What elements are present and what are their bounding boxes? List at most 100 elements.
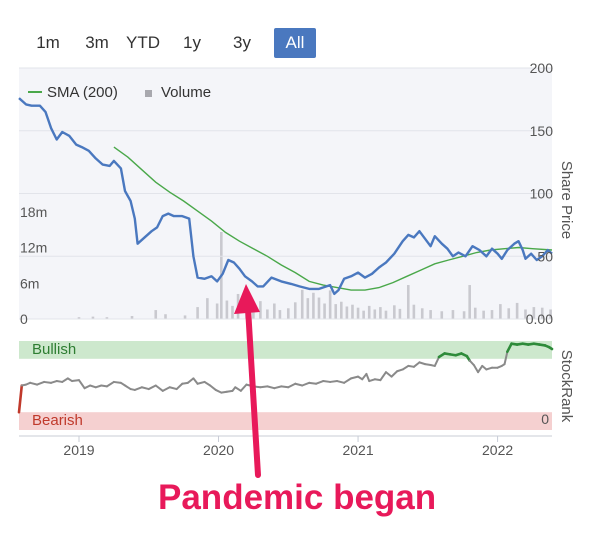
volume-bar [340,301,343,319]
volume-bar [259,301,262,319]
bullish-band-label: Bullish [32,341,76,358]
volume-bar [367,305,371,319]
range-selector: 1m 3m YTD 1y 3y All [24,28,316,58]
volume-bar [215,303,219,319]
stockrank-segment [140,386,150,391]
range-button-all[interactable]: All [274,28,316,58]
sma-legend-label: SMA (200) [47,84,118,101]
volume-bar [379,307,382,319]
stockrank-segment [287,382,297,389]
price-series [18,97,553,296]
stockrank-segment [147,384,157,391]
stockrank-segment [196,380,206,385]
x-tick-label: 2022 [482,442,513,458]
volume-bar [286,308,290,319]
share-price-line [18,97,553,296]
stockrank-segment [433,356,440,367]
volume-bar [196,307,199,319]
stockrank-segment [472,364,480,374]
volume-bar [206,298,209,319]
volume-bar [462,311,466,319]
volume-bar [154,310,158,319]
stockrank-segment [384,371,393,378]
stockrank-segment [124,384,132,391]
volume-bar [77,317,81,319]
volume-bar [356,307,360,319]
volume-bar [373,309,377,319]
stockrank-segment [379,371,387,382]
range-button-1m[interactable]: 1m [36,33,60,52]
volume-bar [266,309,269,319]
volume-bar [440,311,444,319]
stockrank-segment [301,381,311,387]
stockrank-segment [390,370,399,378]
stockrank-axis-title: StockRank [558,350,575,423]
stockrank-segment [503,350,509,366]
volume-bar [300,289,304,319]
volume-bar [499,304,502,319]
price-tick-label: 200 [530,60,554,76]
range-button-1y[interactable]: 1y [183,33,201,52]
stockrank-segment [192,377,199,385]
range-button-3m[interactable]: 3m [85,33,109,52]
range-button-3y[interactable]: 3y [233,33,251,52]
volume-bar [490,310,494,319]
stockrank-segment [280,385,290,389]
stockrank-segment [329,380,339,383]
bearish-band-label: Bearish [32,412,83,429]
volume-bar [130,316,134,319]
annotation-arrow [234,284,261,478]
stockrank-tick-label: 0 [541,411,549,427]
volume-bar [507,308,511,319]
volume-bar [164,314,167,319]
x-tick-label: 2021 [342,442,373,458]
volume-bar [524,309,527,319]
stockrank-segment [412,361,421,368]
stockrank-segment [259,385,269,389]
stockrank-segment [315,380,325,385]
volume-legend-label: Volume [161,84,211,101]
volume-bar [252,306,255,319]
stockrank-segment [61,377,69,383]
volume-bar [306,298,310,319]
stockrank-segment [17,384,24,414]
stockrank-segment [29,381,39,386]
volume-bar [351,304,354,319]
volume-bar [473,307,477,319]
x-tick-label: 2019 [63,442,94,458]
volume-bar [429,310,432,319]
volume-bar [328,290,332,319]
stockrank-segment [133,386,143,391]
stockrank-segment [273,385,283,390]
stockrank-segment [266,385,276,390]
volume-bar [412,304,416,319]
x-tick-label: 2020 [203,442,234,458]
bullish-band [19,341,552,359]
volume-bar [384,310,388,319]
annotation-arrow-shaft [245,305,261,478]
annotation-arrow-head [234,284,260,314]
volume-bar [231,305,234,319]
stockrank-segment [239,383,248,392]
volume-bar [183,315,187,319]
legend[interactable]: SMA (200) Volume [28,84,211,101]
volume-bar [91,316,95,319]
stockrank-segment [322,380,332,383]
range-button-ytd[interactable]: YTD [126,33,160,52]
volume-tick-label: 6m [20,275,39,291]
stockrank-segment [401,364,410,371]
stockrank-panel: Bullish Bearish 0 [17,341,554,430]
stockrank-segment [234,386,242,392]
stockrank-segment [209,384,217,391]
volume-bar [420,308,424,319]
volume-tick-label: 18m [20,204,47,220]
volume-bar [482,310,485,319]
stockrank-segment [350,375,360,380]
bearish-band [19,412,552,430]
volume-tick-label: 0 [20,311,28,327]
volume-legend-swatch [145,90,152,97]
volume-bar [323,303,326,319]
volume-bar [468,285,471,319]
stockrank-segment [175,382,184,391]
